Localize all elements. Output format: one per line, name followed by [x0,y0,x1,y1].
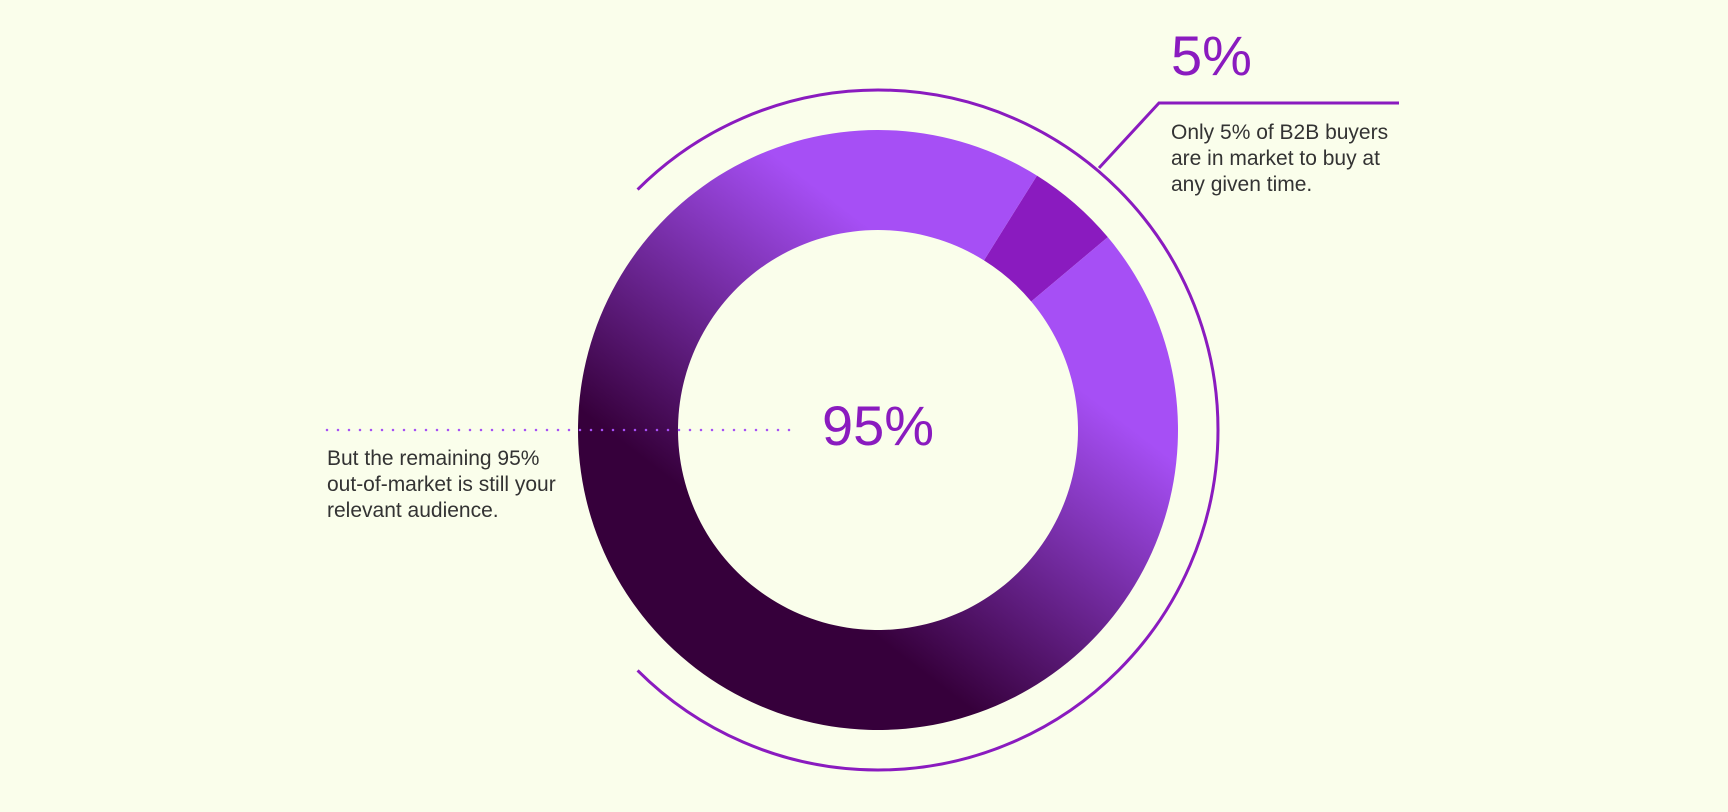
value-label: 5% [1171,24,1252,87]
donut-slice [983,175,1108,302]
annotation: But the remaining 95% out-of-market is s… [327,447,556,522]
annotation: Only 5% of B2B buyers are in market to b… [1171,121,1389,196]
outer-ring [636,88,1220,772]
value-label: 95% [822,394,934,457]
leader-line [1097,101,1399,170]
donut-slice [578,129,1179,731]
